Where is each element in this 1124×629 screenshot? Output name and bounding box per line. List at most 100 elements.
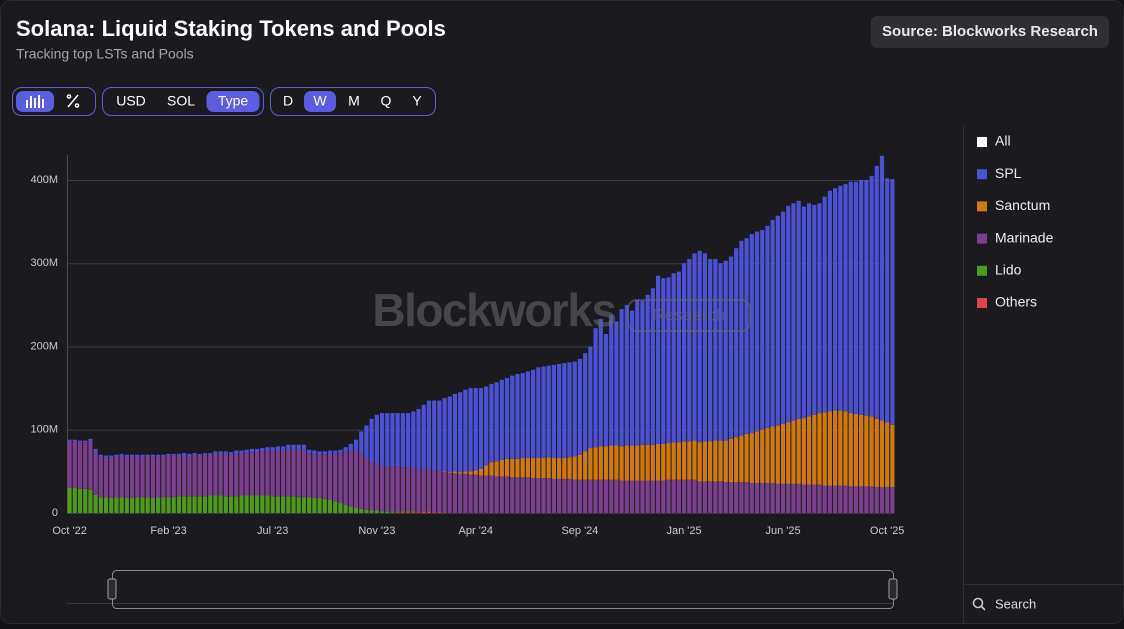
period-button[interactable]: Y <box>412 93 422 109</box>
bar-segment <box>239 495 244 513</box>
legend-label[interactable]: Others <box>995 294 1037 310</box>
bar-segment <box>885 487 890 513</box>
period-button[interactable]: D <box>283 93 293 109</box>
bar-segment <box>786 422 791 484</box>
unit-button[interactable]: Type <box>218 93 249 109</box>
bar-segment <box>567 478 572 513</box>
bar-segment <box>156 497 161 513</box>
bar-segment <box>775 483 780 513</box>
bar-segment <box>473 388 478 471</box>
bar-segment <box>713 440 718 482</box>
x-tick-label: Nov '23 <box>358 525 395 537</box>
unit-button[interactable]: SOL <box>167 93 195 109</box>
navigator-handle[interactable] <box>107 578 117 600</box>
bar-segment <box>859 414 864 487</box>
bar-segment <box>572 479 577 513</box>
bar-segment <box>780 211 786 424</box>
bar-segment <box>874 418 879 488</box>
watermark-brand: Blockworks <box>372 284 615 336</box>
bar-segment <box>176 455 182 497</box>
search-label[interactable]: Search <box>995 596 1036 611</box>
bar-segment <box>812 414 817 485</box>
legend-label[interactable]: Lido <box>995 262 1022 278</box>
bar-segment <box>551 364 556 459</box>
legend-label[interactable]: All <box>995 133 1011 149</box>
bar-segment <box>369 418 374 463</box>
bar-segment <box>432 400 437 471</box>
bar-segment <box>801 418 806 485</box>
source-button[interactable] <box>871 16 1109 48</box>
bar-segment <box>244 449 249 454</box>
bar-segment <box>286 444 291 450</box>
bar-segment <box>655 275 661 444</box>
legend-swatch <box>977 169 987 180</box>
bar-segment <box>817 203 822 414</box>
bar-segment <box>666 277 671 444</box>
bar-segment <box>228 454 234 497</box>
bar-segment <box>77 440 83 443</box>
bar-segment <box>780 423 786 484</box>
bar-segment <box>109 457 114 499</box>
bar-segment <box>801 484 806 513</box>
bar-segment <box>530 458 536 479</box>
bar-segment <box>239 453 244 496</box>
bar-segment <box>254 452 260 496</box>
bar-segment <box>187 456 192 497</box>
unit-button[interactable]: USD <box>116 93 146 109</box>
bar-segment <box>546 365 551 458</box>
bar-segment <box>114 456 119 498</box>
bar-segment <box>728 438 734 483</box>
bar-segment <box>848 486 853 513</box>
bar-segment <box>504 378 510 459</box>
bar-segment <box>103 457 109 498</box>
chart-title: Solana: Liquid Staking Tokens and Pools <box>16 16 446 41</box>
bar-segment <box>619 309 624 447</box>
bar-segment <box>515 373 520 459</box>
bar-segment <box>338 503 343 513</box>
bar-segment <box>374 510 379 513</box>
bar-segment <box>187 453 192 457</box>
bar-segment <box>385 511 390 513</box>
bar-segment <box>275 496 280 513</box>
bar-segment <box>119 497 124 513</box>
legend-label[interactable]: Sanctum <box>995 197 1050 213</box>
bar-segment <box>202 454 208 497</box>
legend-label[interactable]: SPL <box>995 165 1022 181</box>
navigator-handle[interactable] <box>888 578 898 600</box>
bar-segment <box>879 487 885 513</box>
y-tick-label: 100M <box>30 424 58 436</box>
period-button[interactable]: W <box>313 93 327 109</box>
bar-segment <box>838 410 843 486</box>
bar-segment <box>437 470 442 513</box>
bar-segment <box>499 379 504 460</box>
period-button[interactable]: M <box>348 93 360 109</box>
bar-segment <box>213 453 218 496</box>
bar-segment <box>411 411 416 469</box>
source-label[interactable]: Source: Blockworks Research <box>882 23 1098 40</box>
legend-label[interactable]: Marinade <box>995 229 1054 245</box>
bar-segment <box>296 497 301 513</box>
bar-segment <box>692 440 697 480</box>
bar-segment <box>885 422 890 488</box>
bar-segment <box>307 449 312 454</box>
bar-segment <box>484 475 489 513</box>
bar-segment <box>692 253 697 441</box>
bar-segment <box>567 362 572 458</box>
bar-segment <box>452 471 458 474</box>
bar-segment <box>546 457 551 479</box>
bar-segment <box>723 440 728 483</box>
bar-segment <box>624 480 629 513</box>
bar-segment <box>109 455 114 458</box>
bar-segment <box>676 442 681 480</box>
bar-segment <box>838 485 843 513</box>
bar-segment <box>385 466 390 512</box>
bar-segment <box>890 179 895 425</box>
bar-segment <box>379 413 385 466</box>
bar-segment <box>635 445 640 481</box>
percent-icon[interactable] <box>66 94 80 108</box>
bar-segment <box>421 468 426 512</box>
period-button[interactable]: Q <box>381 93 392 109</box>
bar-segment <box>463 473 468 513</box>
